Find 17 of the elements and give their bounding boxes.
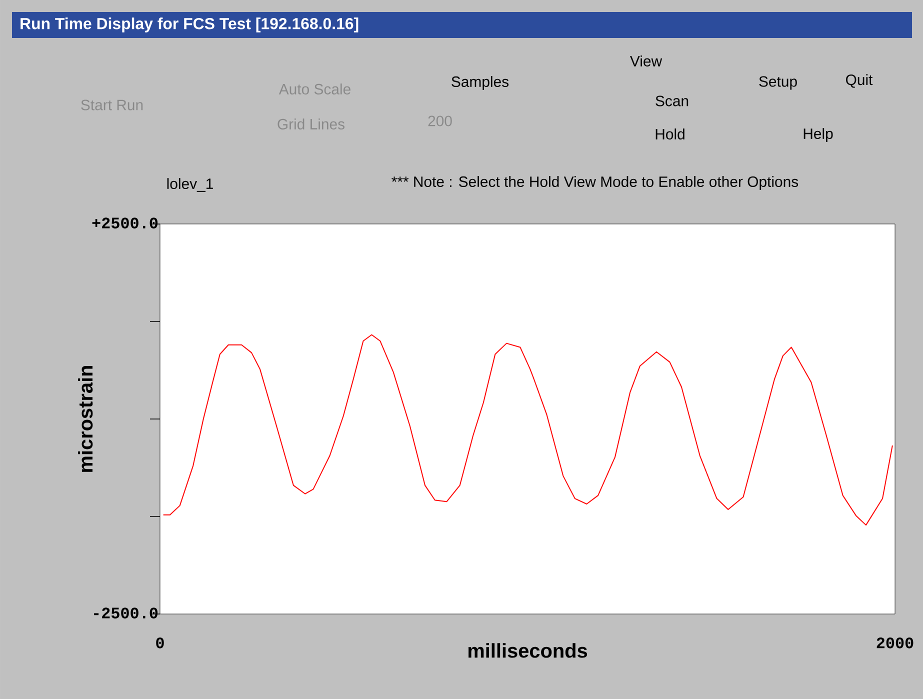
x-tick-label: 0 [156, 638, 164, 648]
x-axis-title: milliseconds [468, 643, 588, 658]
text: Quit [846, 74, 873, 88]
text: Samples [452, 76, 509, 90]
text: Setup [759, 76, 797, 90]
chart-title: Run Time Display for FCS Test [192.168.0.16] [20, 18, 358, 32]
x-tick-label: 2000 [876, 638, 914, 648]
line-series [162, 334, 893, 526]
text: Hold [656, 128, 684, 140]
y-tick-label: +2500.0 [92, 218, 158, 228]
text: Help [804, 128, 833, 142]
text: *** Note : Select the Hold View Mode to Enable other Options [392, 176, 798, 190]
y-axis-title: microstrain [78, 366, 93, 472]
y-tick-label: -2500.0 [94, 608, 158, 618]
text: lolev_1 [167, 178, 213, 192]
text: Scan [656, 96, 688, 106]
text: View [630, 55, 662, 66]
